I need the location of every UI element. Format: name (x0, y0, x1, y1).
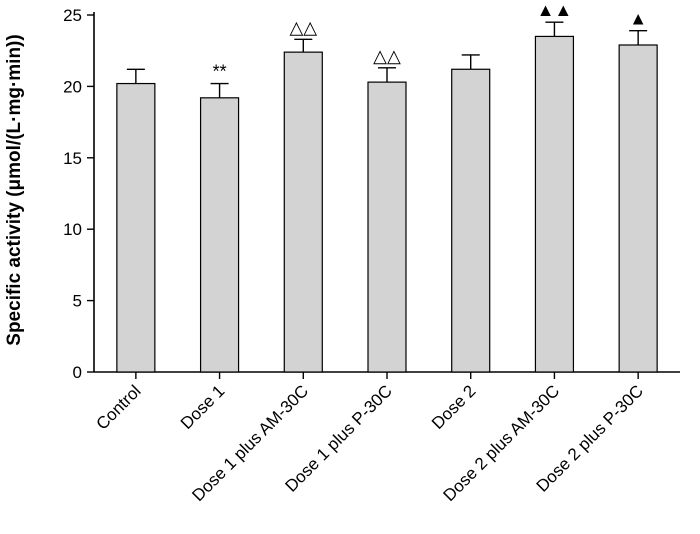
category-label: Dose 2 (428, 381, 480, 433)
y-tick-label: 20 (63, 77, 82, 96)
y-tick-label: 5 (73, 292, 82, 311)
significance-marker: ▲▲ (537, 0, 573, 20)
bar (283, 51, 323, 373)
category-label: Dose 1 (177, 381, 229, 433)
bar (451, 68, 491, 373)
significance-marker: ▲ (629, 9, 647, 29)
bars-group (116, 35, 658, 373)
bar (534, 35, 575, 373)
y-tick-label: 25 (63, 6, 82, 25)
bar (116, 82, 156, 373)
x-axis (94, 371, 680, 379)
y-tick-label: 10 (63, 220, 82, 239)
y-tick-label: 15 (63, 149, 82, 168)
y-axis: 0 5 10 15 20 25 (63, 6, 95, 382)
bar (367, 81, 407, 373)
error-bars-group (126, 21, 648, 98)
y-axis-label: Specific activity (μmol/(L·mg·min)) (4, 34, 25, 345)
y-tick-label: 0 (73, 363, 82, 382)
bar (199, 97, 240, 373)
annotations-group: **△△△△▲▲ ▲ (213, 0, 647, 81)
significance-marker: △△ (373, 46, 401, 66)
significance-marker: △△ (289, 17, 317, 37)
bar (618, 44, 658, 373)
significance-marker: ** (213, 62, 227, 82)
category-label: Control (92, 381, 144, 433)
